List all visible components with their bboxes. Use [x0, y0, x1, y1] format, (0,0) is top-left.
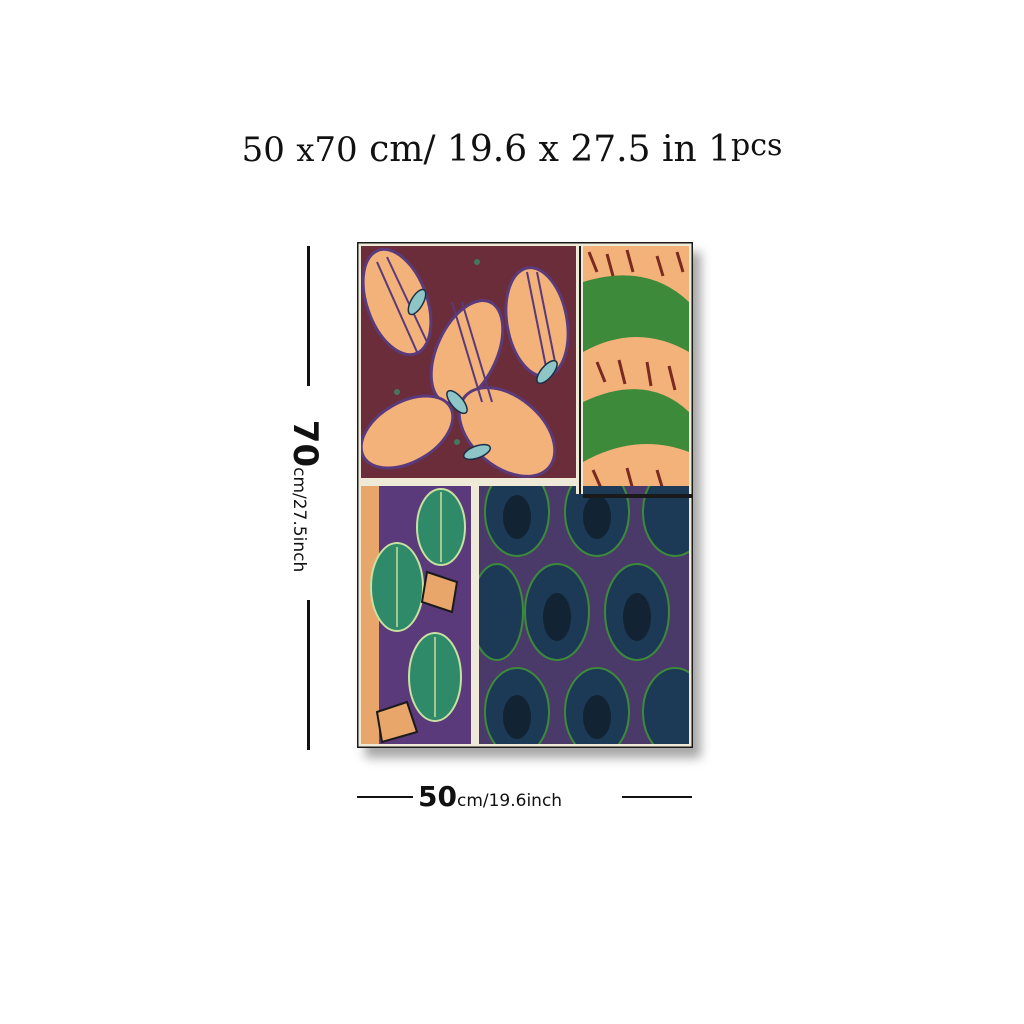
canvas-print: [357, 242, 693, 748]
width-line-right: [622, 796, 692, 798]
width-cm-value: 50: [241, 130, 285, 170]
inch-unit: in: [661, 129, 697, 170]
blue-beetle-panel: [479, 486, 689, 744]
artwork: [357, 242, 693, 748]
width-unit: cm/19.6inch: [456, 791, 563, 811]
quantity-number: 1: [708, 129, 731, 170]
width-value: 50: [418, 780, 457, 813]
size-title: 50 x70 cm/ 19.6 x 27.5 in 1pcs: [0, 128, 1024, 170]
times-sign: x: [296, 131, 315, 169]
width-line-left: [357, 796, 413, 798]
moth-wing-panel: [583, 246, 689, 494]
height-value: 70: [285, 419, 325, 468]
beetle-pattern-panel: [361, 246, 576, 478]
height-cm-value: 70: [314, 130, 358, 170]
width-label: 50cm/19.6inch: [418, 780, 562, 813]
height-unit: cm/27.5inch: [289, 467, 309, 573]
quantity-unit: pcs: [731, 128, 783, 163]
green-beetle-panel: [361, 486, 471, 744]
height-line-bottom: [307, 600, 310, 750]
height-line-top: [307, 246, 310, 386]
height-label: 70cm/27.5inch: [285, 420, 325, 572]
inch-dimensions: 19.6 x 27.5: [446, 129, 651, 170]
cm-unit: cm/: [369, 129, 436, 170]
